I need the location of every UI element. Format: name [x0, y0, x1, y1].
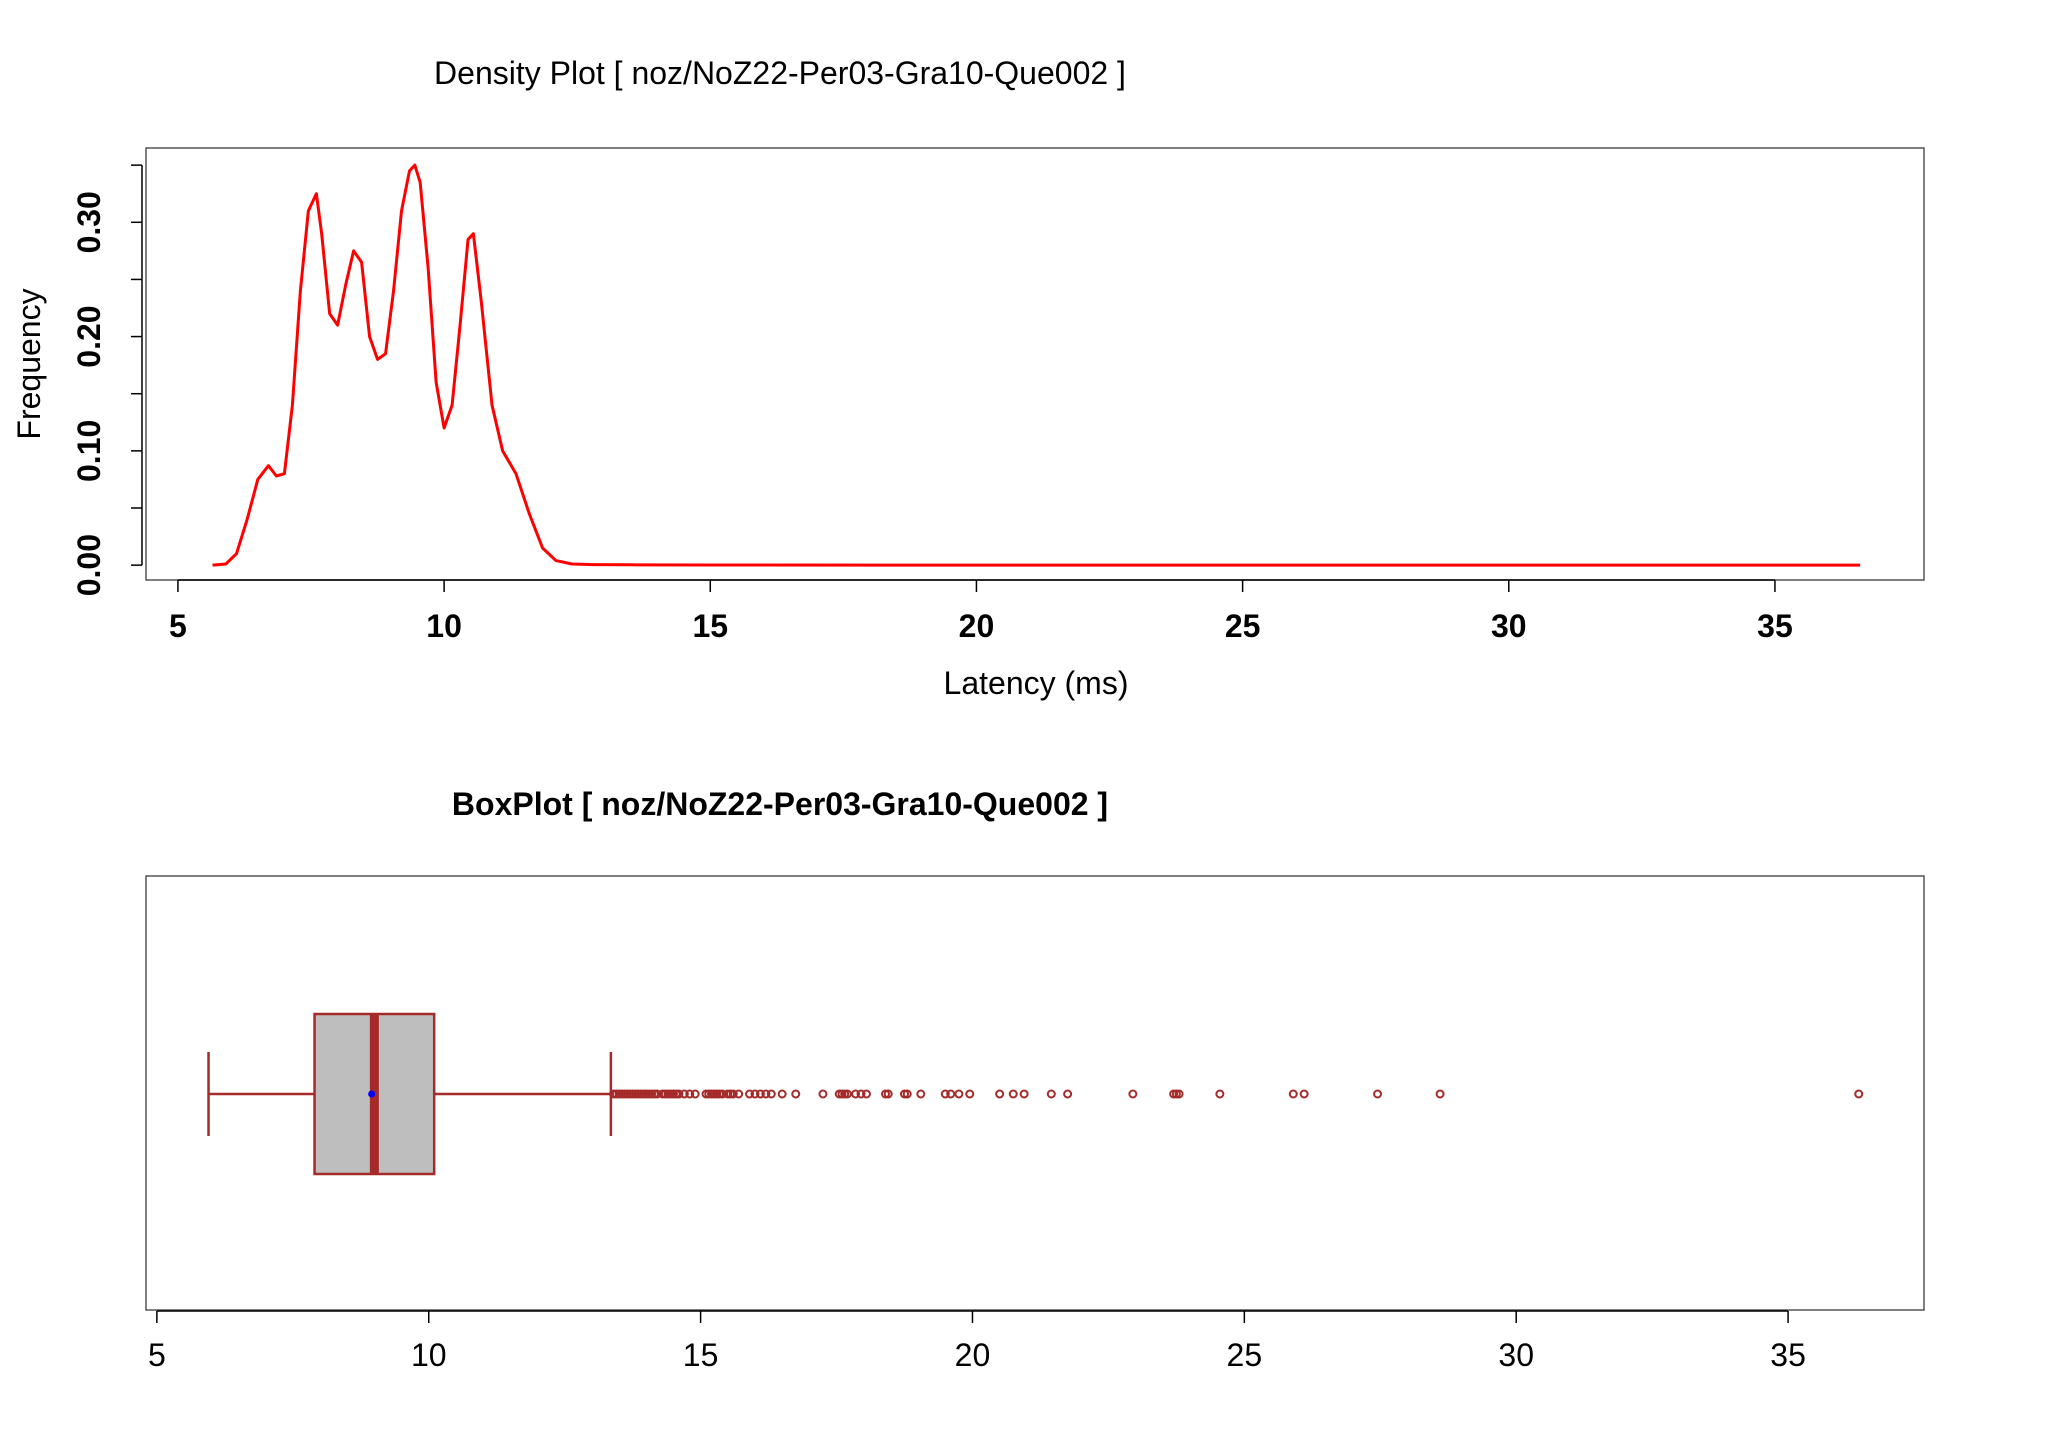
outlier-point [745, 1089, 755, 1099]
box-x-tick-label: 5 [148, 1337, 166, 1373]
density-x-axis-label: Latency (ms) [944, 665, 1129, 701]
box-plot-frame [145, 875, 1925, 1311]
box-plot-marks [207, 1012, 1864, 1176]
outlier-point [1008, 1089, 1018, 1099]
density-x-axis: 5 10 15 20 25 30 35 [169, 579, 1793, 644]
outlier-point [940, 1089, 950, 1099]
density-y-tick-label: 0.00 [71, 534, 107, 596]
outlier-point [1046, 1089, 1056, 1099]
outlier-point [761, 1089, 771, 1099]
density-x-tick-label: 10 [426, 608, 462, 644]
box-plot: BoxPlot [ noz/NoZ22-Per03-Gra10-Que002 ]… [145, 786, 1925, 1373]
density-series-line [212, 163, 1861, 567]
outlier-point [1299, 1089, 1309, 1099]
density-plot-title: Density Plot [ noz/NoZ22-Per03-Gra10-Que… [434, 55, 1126, 91]
density-plot: Density Plot [ noz/NoZ22-Per03-Gra10-Que… [11, 55, 1925, 701]
outlier-point [883, 1089, 893, 1099]
outlier-point [856, 1089, 866, 1099]
density-y-axis-label: Frequency [11, 288, 47, 439]
density-x-tick-label: 20 [959, 608, 995, 644]
density-x-tick-label: 25 [1225, 608, 1261, 644]
mean-point [368, 1090, 376, 1098]
box-x-tick-label: 35 [1770, 1337, 1806, 1373]
outlier-point [750, 1089, 760, 1099]
outlier-point [965, 1089, 975, 1099]
density-plot-frame [145, 147, 1925, 581]
outlier-point [1373, 1089, 1383, 1099]
density-y-tick-label: 0.10 [71, 420, 107, 482]
density-y-tick-label: 0.20 [71, 305, 107, 367]
outlier-point [851, 1089, 861, 1099]
outlier-point [818, 1089, 828, 1099]
density-y-tick-label: 0.30 [71, 191, 107, 253]
box-x-axis: 5 10 15 20 25 30 35 [148, 1310, 1806, 1373]
density-x-tick-label: 30 [1491, 608, 1527, 644]
outlier-point [995, 1089, 1005, 1099]
outlier-point [1854, 1089, 1864, 1099]
outlier-point [1019, 1089, 1029, 1099]
outlier-point [1063, 1089, 1073, 1099]
outlier-point [685, 1089, 695, 1099]
outlier-point [652, 1089, 662, 1099]
outlier-point [717, 1089, 727, 1099]
outlier-point [1128, 1089, 1138, 1099]
outlier-point [1435, 1089, 1445, 1099]
outlier-point [842, 1089, 852, 1099]
outlier-point [1288, 1089, 1298, 1099]
outlier-point [679, 1089, 689, 1099]
outlier-point [1215, 1089, 1225, 1099]
outlier-point [690, 1089, 700, 1099]
outlier-point [916, 1089, 926, 1099]
outlier-point [777, 1089, 787, 1099]
box-x-tick-label: 10 [411, 1337, 447, 1373]
density-x-tick-label: 15 [692, 608, 728, 644]
outlier-point [902, 1089, 912, 1099]
density-x-tick-label: 5 [169, 608, 187, 644]
density-x-tick-label: 35 [1757, 608, 1793, 644]
box-plot-title: BoxPlot [ noz/NoZ22-Per03-Gra10-Que002 ] [452, 786, 1108, 822]
outlier-point [728, 1089, 738, 1099]
density-y-axis: 0.00 0.10 0.20 0.30 [71, 164, 143, 596]
box-x-tick-label: 15 [683, 1337, 719, 1373]
outlier-point [766, 1089, 776, 1099]
box-x-tick-label: 25 [1227, 1337, 1263, 1373]
outlier-point [791, 1089, 801, 1099]
outlier-point [674, 1089, 684, 1099]
outlier-point [734, 1089, 744, 1099]
outlier-point [755, 1089, 765, 1099]
outlier-point [946, 1089, 956, 1099]
box-x-tick-label: 20 [955, 1337, 991, 1373]
outlier-point [954, 1089, 964, 1099]
outlier-point [1174, 1089, 1184, 1099]
box-x-tick-label: 30 [1498, 1337, 1534, 1373]
outlier-point [861, 1089, 871, 1099]
